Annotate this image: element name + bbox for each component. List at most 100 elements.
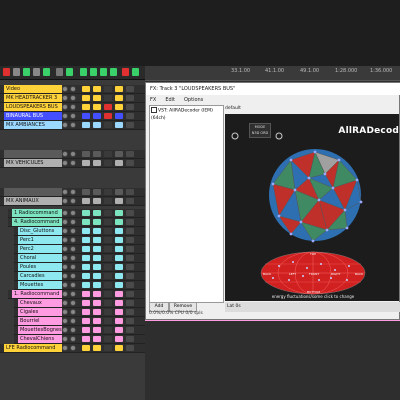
fx-button[interactable] bbox=[115, 210, 123, 216]
volume-knob[interactable] bbox=[62, 291, 68, 297]
route-icon[interactable] bbox=[23, 68, 30, 76]
track-row[interactable]: BINAURAL BUS bbox=[0, 112, 145, 121]
track-name[interactable]: Poules bbox=[18, 263, 62, 271]
fx-button[interactable] bbox=[115, 228, 123, 234]
pan-knob[interactable] bbox=[70, 122, 76, 128]
mute-button[interactable] bbox=[82, 160, 90, 166]
record-arm-button[interactable] bbox=[104, 95, 112, 101]
track-name[interactable]: Perc1 bbox=[18, 236, 62, 244]
mute-button[interactable] bbox=[82, 113, 90, 119]
fx-button[interactable] bbox=[115, 113, 123, 119]
track-row[interactable] bbox=[0, 150, 145, 159]
track-name[interactable] bbox=[4, 188, 62, 196]
fx-enable-checkbox[interactable] bbox=[151, 107, 157, 113]
pan-knob[interactable] bbox=[70, 246, 76, 252]
mute-button[interactable] bbox=[82, 189, 90, 195]
solo-button[interactable] bbox=[93, 237, 101, 243]
mute-button[interactable] bbox=[82, 345, 90, 351]
clip-pink[interactable] bbox=[145, 319, 400, 321]
solo-button[interactable] bbox=[93, 104, 101, 110]
freeze-icon[interactable] bbox=[110, 68, 117, 76]
volume-knob[interactable] bbox=[62, 113, 68, 119]
menu-edit[interactable]: Edit bbox=[165, 97, 175, 103]
track-row[interactable] bbox=[0, 188, 145, 197]
mode-selector[interactable]: MODE N3D ORD bbox=[249, 123, 271, 138]
pan-knob[interactable] bbox=[70, 336, 76, 342]
lock-icon[interactable] bbox=[33, 68, 40, 76]
record-arm-button[interactable] bbox=[104, 291, 112, 297]
record-arm-button[interactable] bbox=[104, 282, 112, 288]
env-button[interactable] bbox=[126, 291, 134, 297]
track-name[interactable]: 1. Radiocommand bbox=[12, 290, 62, 298]
solo-button[interactable] bbox=[93, 160, 101, 166]
mute-button[interactable] bbox=[82, 122, 90, 128]
mute-button[interactable] bbox=[82, 336, 90, 342]
solo-button[interactable] bbox=[93, 86, 101, 92]
solo-button[interactable] bbox=[93, 273, 101, 279]
alert-icon[interactable] bbox=[122, 68, 129, 76]
pan-knob[interactable] bbox=[70, 327, 76, 333]
record-arm-button[interactable] bbox=[104, 151, 112, 157]
mute-button[interactable] bbox=[82, 246, 90, 252]
track-name[interactable]: 4. Radiocommand bbox=[12, 218, 62, 226]
track-name[interactable]: ChevalChiens bbox=[18, 335, 62, 343]
volume-knob[interactable] bbox=[62, 300, 68, 306]
record-arm-button[interactable] bbox=[104, 113, 112, 119]
track-row[interactable]: 1 Radiocommand bbox=[8, 209, 145, 218]
env-button[interactable] bbox=[126, 246, 134, 252]
fx-button[interactable] bbox=[115, 122, 123, 128]
solo-button[interactable] bbox=[93, 151, 101, 157]
solo-button[interactable] bbox=[93, 291, 101, 297]
volume-knob[interactable] bbox=[62, 309, 68, 315]
mute-button[interactable] bbox=[82, 228, 90, 234]
mute-button[interactable] bbox=[82, 300, 90, 306]
volume-knob[interactable] bbox=[62, 189, 68, 195]
record-arm-button[interactable] bbox=[104, 104, 112, 110]
volume-knob[interactable] bbox=[62, 246, 68, 252]
mute-button[interactable] bbox=[82, 104, 90, 110]
record-arm-button[interactable] bbox=[104, 309, 112, 315]
track-name[interactable]: MX AMBIANCES bbox=[4, 121, 62, 129]
track-row[interactable]: Perc1 bbox=[14, 236, 145, 245]
mute-button[interactable] bbox=[82, 318, 90, 324]
mute-button[interactable] bbox=[82, 255, 90, 261]
track-row[interactable]: Video bbox=[0, 85, 145, 94]
volume-knob[interactable] bbox=[62, 198, 68, 204]
mute-button[interactable] bbox=[82, 237, 90, 243]
pan-knob[interactable] bbox=[70, 198, 76, 204]
record-arm-button[interactable] bbox=[104, 160, 112, 166]
solo-button[interactable] bbox=[93, 246, 101, 252]
env-button[interactable] bbox=[126, 210, 134, 216]
fx-button[interactable] bbox=[115, 237, 123, 243]
track-row[interactable]: ChevalChiens bbox=[14, 335, 145, 344]
fx-button[interactable] bbox=[115, 86, 123, 92]
mute-icon[interactable] bbox=[80, 68, 87, 76]
record-arm-button[interactable] bbox=[104, 189, 112, 195]
pan-knob[interactable] bbox=[70, 160, 76, 166]
solo-button[interactable] bbox=[93, 122, 101, 128]
solo-button[interactable] bbox=[93, 318, 101, 324]
solo-button[interactable] bbox=[93, 113, 101, 119]
record-arm-button[interactable] bbox=[104, 318, 112, 324]
menu-options[interactable]: Options bbox=[184, 97, 204, 103]
group-icon[interactable] bbox=[132, 68, 139, 76]
fx-button[interactable] bbox=[115, 189, 123, 195]
pan-knob[interactable] bbox=[70, 86, 76, 92]
track-row[interactable]: MX AMBIANCES bbox=[0, 121, 145, 130]
fx-button[interactable] bbox=[115, 300, 123, 306]
pan-knob[interactable] bbox=[70, 210, 76, 216]
mute-button[interactable] bbox=[82, 95, 90, 101]
track-name[interactable]: MK HEADTRACKER 3 bbox=[4, 94, 62, 102]
track-name[interactable]: Perc2 bbox=[18, 245, 62, 253]
mute-button[interactable] bbox=[82, 151, 90, 157]
env-button[interactable] bbox=[126, 122, 134, 128]
track-row[interactable]: Perc2 bbox=[14, 245, 145, 254]
env-button[interactable] bbox=[126, 95, 134, 101]
menu-fx[interactable]: FX bbox=[150, 97, 157, 103]
solo-button[interactable] bbox=[93, 336, 101, 342]
volume-knob[interactable] bbox=[62, 160, 68, 166]
pan-knob[interactable] bbox=[70, 300, 76, 306]
mute-button[interactable] bbox=[82, 309, 90, 315]
fx-button[interactable] bbox=[115, 264, 123, 270]
fx-button[interactable] bbox=[115, 327, 123, 333]
